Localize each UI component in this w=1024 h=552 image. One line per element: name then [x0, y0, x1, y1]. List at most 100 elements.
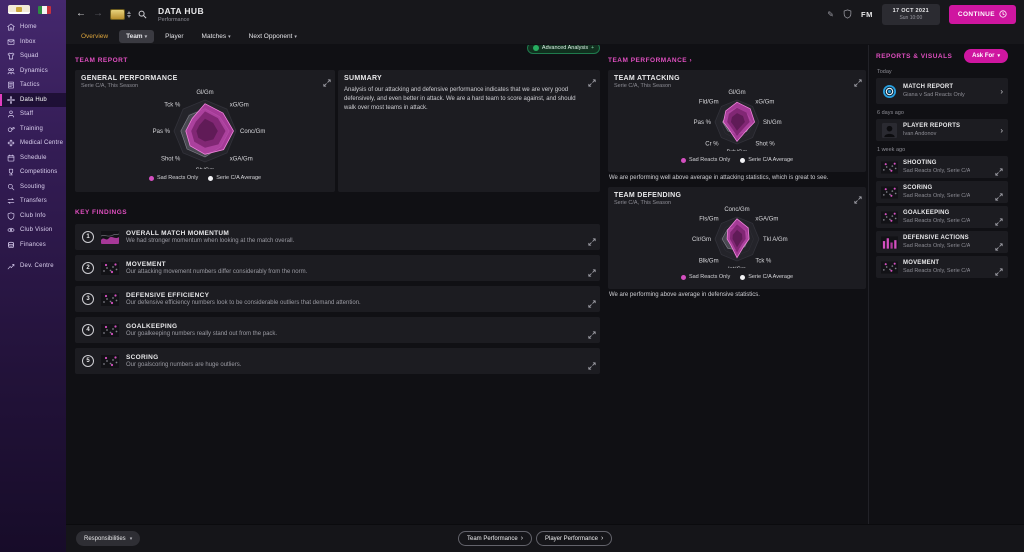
magenta-dot-icon: [680, 157, 686, 163]
continue-button[interactable]: CONTINUE: [948, 4, 1016, 24]
expand-icon[interactable]: [995, 163, 1003, 176]
page-subtitle: Performance: [158, 16, 190, 23]
chart-title: GENERAL PERFORMANCE: [81, 75, 178, 82]
report-row-goalkeeping[interactable]: GOALKEEPING Sad Reacts Only, Serie C/A: [876, 206, 1008, 228]
back-arrow-icon[interactable]: ←: [76, 8, 86, 19]
game-date[interactable]: 17 OCT 2021 Sun 10:00: [881, 3, 940, 25]
finding-description: We had stronger momentum when looking at…: [126, 238, 295, 245]
tab-player[interactable]: Player: [158, 30, 190, 43]
sidebar-item-data-hub[interactable]: Data Hub: [0, 92, 66, 107]
sidebar-item-label: Club Info: [20, 212, 46, 219]
search-icon[interactable]: [138, 10, 147, 19]
report-row-scoring[interactable]: SCORING Sad Reacts Only, Serie C/A: [876, 181, 1008, 203]
svg-text:Tkl A/Gm: Tkl A/Gm: [763, 237, 788, 243]
expand-icon[interactable]: [995, 263, 1003, 276]
expand-icon[interactable]: [588, 295, 596, 308]
sidebar-item-dynamics[interactable]: Dynamics: [0, 64, 66, 79]
team-performance-heading[interactable]: TEAM PERFORMANCE ›: [608, 57, 692, 64]
finding-row-scoring[interactable]: 5 SCORING Our goalscoring numbers are huge…: [75, 348, 600, 374]
sidebar-item-squad[interactable]: Squad: [0, 49, 66, 64]
ask-for-button[interactable]: Ask For ▾: [964, 49, 1008, 63]
shield-icon[interactable]: [843, 9, 852, 19]
expand-icon[interactable]: [995, 188, 1003, 201]
player-performance-button[interactable]: Player Performance ›: [536, 531, 613, 546]
report-row-movement[interactable]: MOVEMENT Sad Reacts Only, Serie C/A: [876, 256, 1008, 278]
legend-average: Serie C/A Average: [740, 274, 793, 280]
finding-number: 5: [82, 355, 94, 367]
finding-description: Our attacking movement numbers differ co…: [126, 269, 308, 276]
responsibilities-label: Responsibilities: [84, 535, 126, 542]
tab-label: Matches: [201, 32, 227, 40]
report-row-player-reports[interactable]: PLAYER REPORTS Ivan Andonov ›: [876, 119, 1008, 141]
sidebar-item-inbox[interactable]: Inbox: [0, 35, 66, 50]
expand-icon[interactable]: [995, 238, 1003, 251]
team-performance-button[interactable]: Team Performance ›: [458, 531, 533, 546]
tab-team[interactable]: Team ▾: [119, 29, 155, 43]
attacking-caption: We are performing well above average in …: [609, 175, 829, 181]
report-row-match-report[interactable]: MATCH REPORT Giana v Sad Reacts Only ›: [876, 78, 1008, 104]
datahub-icon: [7, 95, 15, 104]
title-bar: ← → DATA HUB Performance ✎ FM 17 OCT 202…: [66, 0, 1024, 28]
team-attacking-radar: Gl/Gm xG/Gm Sh/Gm Shot % Drb/Gm Cr % Pas % Fld/…: [694, 90, 782, 156]
sidebar-item-competitions[interactable]: Competitions: [0, 165, 66, 180]
tab-next-opponent[interactable]: Next Opponent ▾: [242, 30, 304, 43]
expand-icon[interactable]: [854, 74, 862, 87]
schedule-icon: [7, 154, 15, 162]
expand-icon[interactable]: [323, 74, 331, 87]
forward-arrow-icon[interactable]: →: [93, 8, 103, 19]
finding-title: OVERALL MATCH MOMENTUM: [126, 229, 230, 237]
sidebar-item-label: Dynamics: [20, 67, 48, 74]
sidebar-item-scouting[interactable]: Scouting: [0, 180, 66, 195]
legend-team: Sad Reacts Only: [680, 274, 730, 280]
sidebar-item-training[interactable]: Training: [0, 122, 66, 137]
finding-row-movement[interactable]: 2 MOVEMENT Our attacking movement numbers …: [75, 255, 600, 281]
report-row-shooting[interactable]: SHOOTING Sad Reacts Only, Serie C/A: [876, 156, 1008, 178]
sidebar-item-finances[interactable]: Finances: [0, 238, 66, 253]
continue-label: CONTINUE: [957, 10, 995, 18]
svg-text:Tck %: Tck %: [164, 102, 181, 108]
expand-icon[interactable]: [588, 233, 596, 246]
sidebar-item-staff[interactable]: Staff: [0, 107, 66, 122]
squad-icon: [7, 52, 15, 60]
sidebar-item-medical-centre[interactable]: Medical Centre: [0, 136, 66, 151]
report-title: GOALKEEPING: [903, 210, 950, 217]
club-crest-flag[interactable]: [8, 5, 30, 14]
fm-logo[interactable]: FM: [861, 9, 873, 19]
tab-matches[interactable]: Matches ▾: [195, 30, 238, 43]
finding-row-overall-match-momentum[interactable]: 1 OVERALL MATCH MOMENTUM We had stronger m…: [75, 224, 600, 250]
finding-row-defensive-efficiency[interactable]: 3 DEFENSIVE EFFICIENCY Our defensive effic…: [75, 286, 600, 312]
expand-icon[interactable]: [588, 264, 596, 277]
home-icon: [7, 23, 15, 31]
sidebar-item-tactics[interactable]: Tactics: [0, 78, 66, 93]
sidebar-item-home[interactable]: Home: [0, 20, 66, 35]
sidebar-item-club-info[interactable]: Club Info: [0, 209, 66, 224]
chart-legend: Sad Reacts Only Serie C/A Average: [608, 157, 866, 163]
edit-pencil-icon[interactable]: ✎: [827, 9, 834, 19]
magenta-dot-icon: [680, 274, 686, 280]
sidebar-item-club-vision[interactable]: Club Vision: [0, 223, 66, 238]
sidebar-item-transfers[interactable]: Transfers: [0, 194, 66, 209]
responsibilities-button[interactable]: Responsibilities ▾: [76, 531, 141, 546]
chevron-right-icon: ›: [1000, 125, 1003, 135]
tab-overview[interactable]: Overview: [74, 30, 115, 43]
chevron-right-icon: ›: [520, 535, 524, 542]
crest-spinner[interactable]: [127, 10, 131, 18]
expand-icon[interactable]: [588, 326, 596, 339]
sidebar-nav: Home Inbox Squad Dynamics Tactics Data Hub Sta…: [0, 20, 66, 274]
finding-number: 2: [82, 262, 94, 274]
italy-flag-icon[interactable]: [38, 5, 51, 14]
player-icon: [881, 122, 898, 138]
finding-row-goalkeeping[interactable]: 4 GOALKEEPING Our goalkeeping numbers real…: [75, 317, 600, 343]
sidebar-item-dev-centre[interactable]: Dev. Centre: [0, 259, 66, 274]
sidebar-item-schedule[interactable]: Schedule: [0, 151, 66, 166]
report-row-defensive-actions[interactable]: DEFENSIVE ACTIONS Sad Reacts Only, Serie …: [876, 231, 1008, 253]
expand-icon[interactable]: [995, 213, 1003, 226]
expand-icon[interactable]: [854, 191, 862, 204]
expand-icon[interactable]: [588, 74, 596, 87]
chevron-down-icon: ▾: [228, 33, 231, 40]
ask-for-label: Ask For: [972, 53, 995, 59]
svg-text:Shot %: Shot %: [755, 141, 775, 147]
expand-icon[interactable]: [588, 357, 596, 370]
club-crest-selector[interactable]: [110, 8, 131, 20]
reports-visuals-heading: REPORTS & VISUALS: [876, 52, 953, 60]
